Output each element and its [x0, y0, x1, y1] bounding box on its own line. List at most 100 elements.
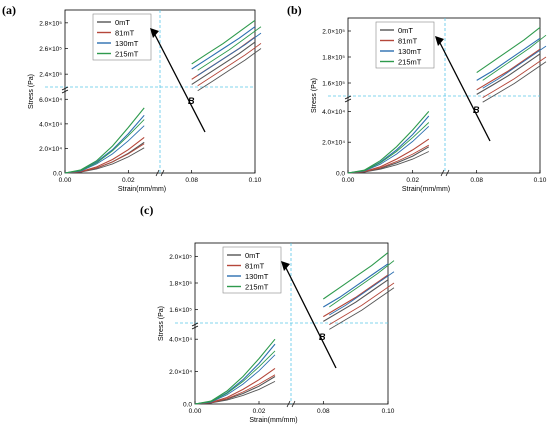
series-line-lower-130mT — [64, 114, 145, 174]
series-line-upper-return-81mT — [482, 56, 547, 98]
series-line-lower-return-215mT — [64, 119, 145, 174]
arrow-head — [435, 36, 444, 46]
series-line-lower-return-0mT — [194, 380, 276, 405]
y-tick-label: 1.6×10⁵ — [169, 307, 192, 314]
x-axis-break-mark — [286, 400, 296, 408]
panel-label: (b) — [287, 3, 302, 17]
legend-label: 130mT — [398, 47, 422, 56]
series-line-upper-return-81mT — [197, 43, 262, 87]
x-axis-break-mark — [155, 169, 165, 177]
y-tick-label: 4.0×10⁴ — [39, 121, 62, 128]
y-tick-label: 4.0×10⁴ — [169, 337, 192, 344]
legend-label: 130mT — [115, 39, 139, 48]
legend-label: 215mT — [245, 282, 269, 291]
series-line-upper-0mT — [476, 53, 541, 95]
series-line-upper-81mT — [476, 48, 541, 91]
series-line-lower-return-215mT — [194, 350, 276, 405]
series-line-lower-215mT — [194, 338, 276, 405]
x-tick-label: 0.00 — [59, 177, 72, 184]
x-tick-label: 0.10 — [249, 177, 262, 184]
y-tick-label: 2.0×10⁴ — [322, 140, 345, 147]
y-tick-label: 4.0×10⁴ — [322, 109, 345, 116]
x-axis-label: Strain(mm/mm) — [249, 417, 297, 424]
y-tick-label: 0.0 — [336, 171, 345, 178]
plot-frame — [194, 242, 389, 405]
series-line-upper-return-0mT — [329, 287, 395, 330]
series-line-lower-return-130mT — [64, 125, 145, 174]
arrow-shaft — [284, 265, 337, 369]
x-tick-label: 0.10 — [382, 408, 395, 415]
y-axis-break-mark — [191, 322, 199, 330]
series-line-lower-return-81mT — [64, 143, 145, 174]
series-line-upper-return-130mT — [329, 271, 395, 316]
series-line-upper-130mT — [323, 263, 389, 308]
y-axis-label: Stress (Pa) — [158, 306, 165, 341]
series-line-lower-0mT — [347, 146, 430, 174]
x-tick-label: 0.00 — [342, 177, 355, 184]
y-tick-label: 2.4×10⁵ — [39, 72, 62, 79]
series-line-lower-return-81mT — [347, 144, 430, 174]
series-line-upper-130mT — [191, 26, 256, 70]
arrow-shaft — [153, 32, 206, 133]
series-line-lower-return-215mT — [347, 122, 430, 174]
legend-label: 81mT — [398, 36, 418, 45]
y-tick-label: 6.0×10⁴ — [39, 97, 62, 104]
y-tick-label: 2.8×10⁵ — [39, 20, 62, 27]
annotation-label: B — [319, 332, 326, 342]
arrow-head — [150, 28, 159, 38]
series-line-lower-215mT — [64, 107, 145, 174]
annotation-label: B — [473, 105, 480, 115]
legend-label: 215mT — [115, 49, 139, 58]
x-tick-label: 0.02 — [122, 177, 135, 184]
y-axis-label: Stress (Pa) — [28, 74, 35, 109]
x-tick-label: 0.02 — [253, 408, 266, 415]
y-tick-label: 2.0×10⁴ — [169, 369, 192, 376]
y-tick-label: 0.0 — [183, 402, 192, 409]
arrow-shaft — [438, 40, 491, 142]
series-line-upper-return-0mT — [197, 48, 262, 92]
y-axis-break-mark — [344, 95, 352, 103]
x-tick-label: 0.00 — [189, 408, 202, 415]
series-line-upper-215mT — [191, 19, 256, 65]
series-line-upper-return-215mT — [197, 26, 262, 71]
series-line-upper-return-215mT — [329, 260, 395, 308]
series-line-lower-return-0mT — [347, 151, 429, 174]
panel-label: (c) — [140, 203, 153, 217]
panel-label: (a) — [2, 3, 16, 17]
series-line-upper-return-130mT — [197, 32, 262, 76]
x-tick-label: 0.02 — [406, 177, 419, 184]
y-tick-label: 2.6×10⁵ — [39, 46, 62, 53]
plot-frame — [347, 17, 541, 174]
y-tick-label: 1.6×10⁵ — [322, 81, 345, 88]
y-tick-label: 2.0×10⁵ — [169, 254, 192, 261]
legend-label: 0mT — [245, 251, 260, 260]
y-axis-break-mark — [61, 86, 69, 94]
y-tick-label: 2.0×10⁴ — [39, 146, 62, 153]
x-tick-label: 0.10 — [534, 177, 547, 184]
x-axis-break-mark — [440, 169, 450, 177]
series-line-upper-return-81mT — [329, 282, 395, 325]
legend-label: 130mT — [245, 272, 269, 281]
y-axis-label: Stress (Pa) — [311, 78, 318, 113]
x-tick-label: 0.08 — [317, 408, 330, 415]
legend-label: 81mT — [115, 28, 135, 37]
x-axis-label: Strain(mm/mm) — [118, 186, 166, 193]
annotation-label: B — [188, 96, 195, 106]
legend-label: 215mT — [398, 57, 422, 66]
y-tick-label: 1.8×10⁵ — [169, 281, 192, 288]
series-line-lower-215mT — [347, 111, 430, 174]
legend-label: 0mT — [398, 26, 413, 35]
y-tick-label: 0.0 — [53, 171, 62, 178]
series-line-upper-return-0mT — [482, 61, 547, 103]
x-tick-label: 0.08 — [470, 177, 483, 184]
legend-label: 81mT — [245, 261, 265, 270]
series-line-upper-return-215mT — [482, 34, 547, 81]
series-line-lower-0mT — [194, 376, 276, 405]
x-tick-label: 0.08 — [185, 177, 198, 184]
series-line-upper-81mT — [323, 274, 389, 318]
x-axis-label: Strain(mm/mm) — [402, 186, 450, 193]
series-line-upper-return-130mT — [482, 45, 547, 89]
series-line-upper-0mT — [191, 41, 256, 85]
series-line-upper-215mT — [322, 252, 389, 300]
